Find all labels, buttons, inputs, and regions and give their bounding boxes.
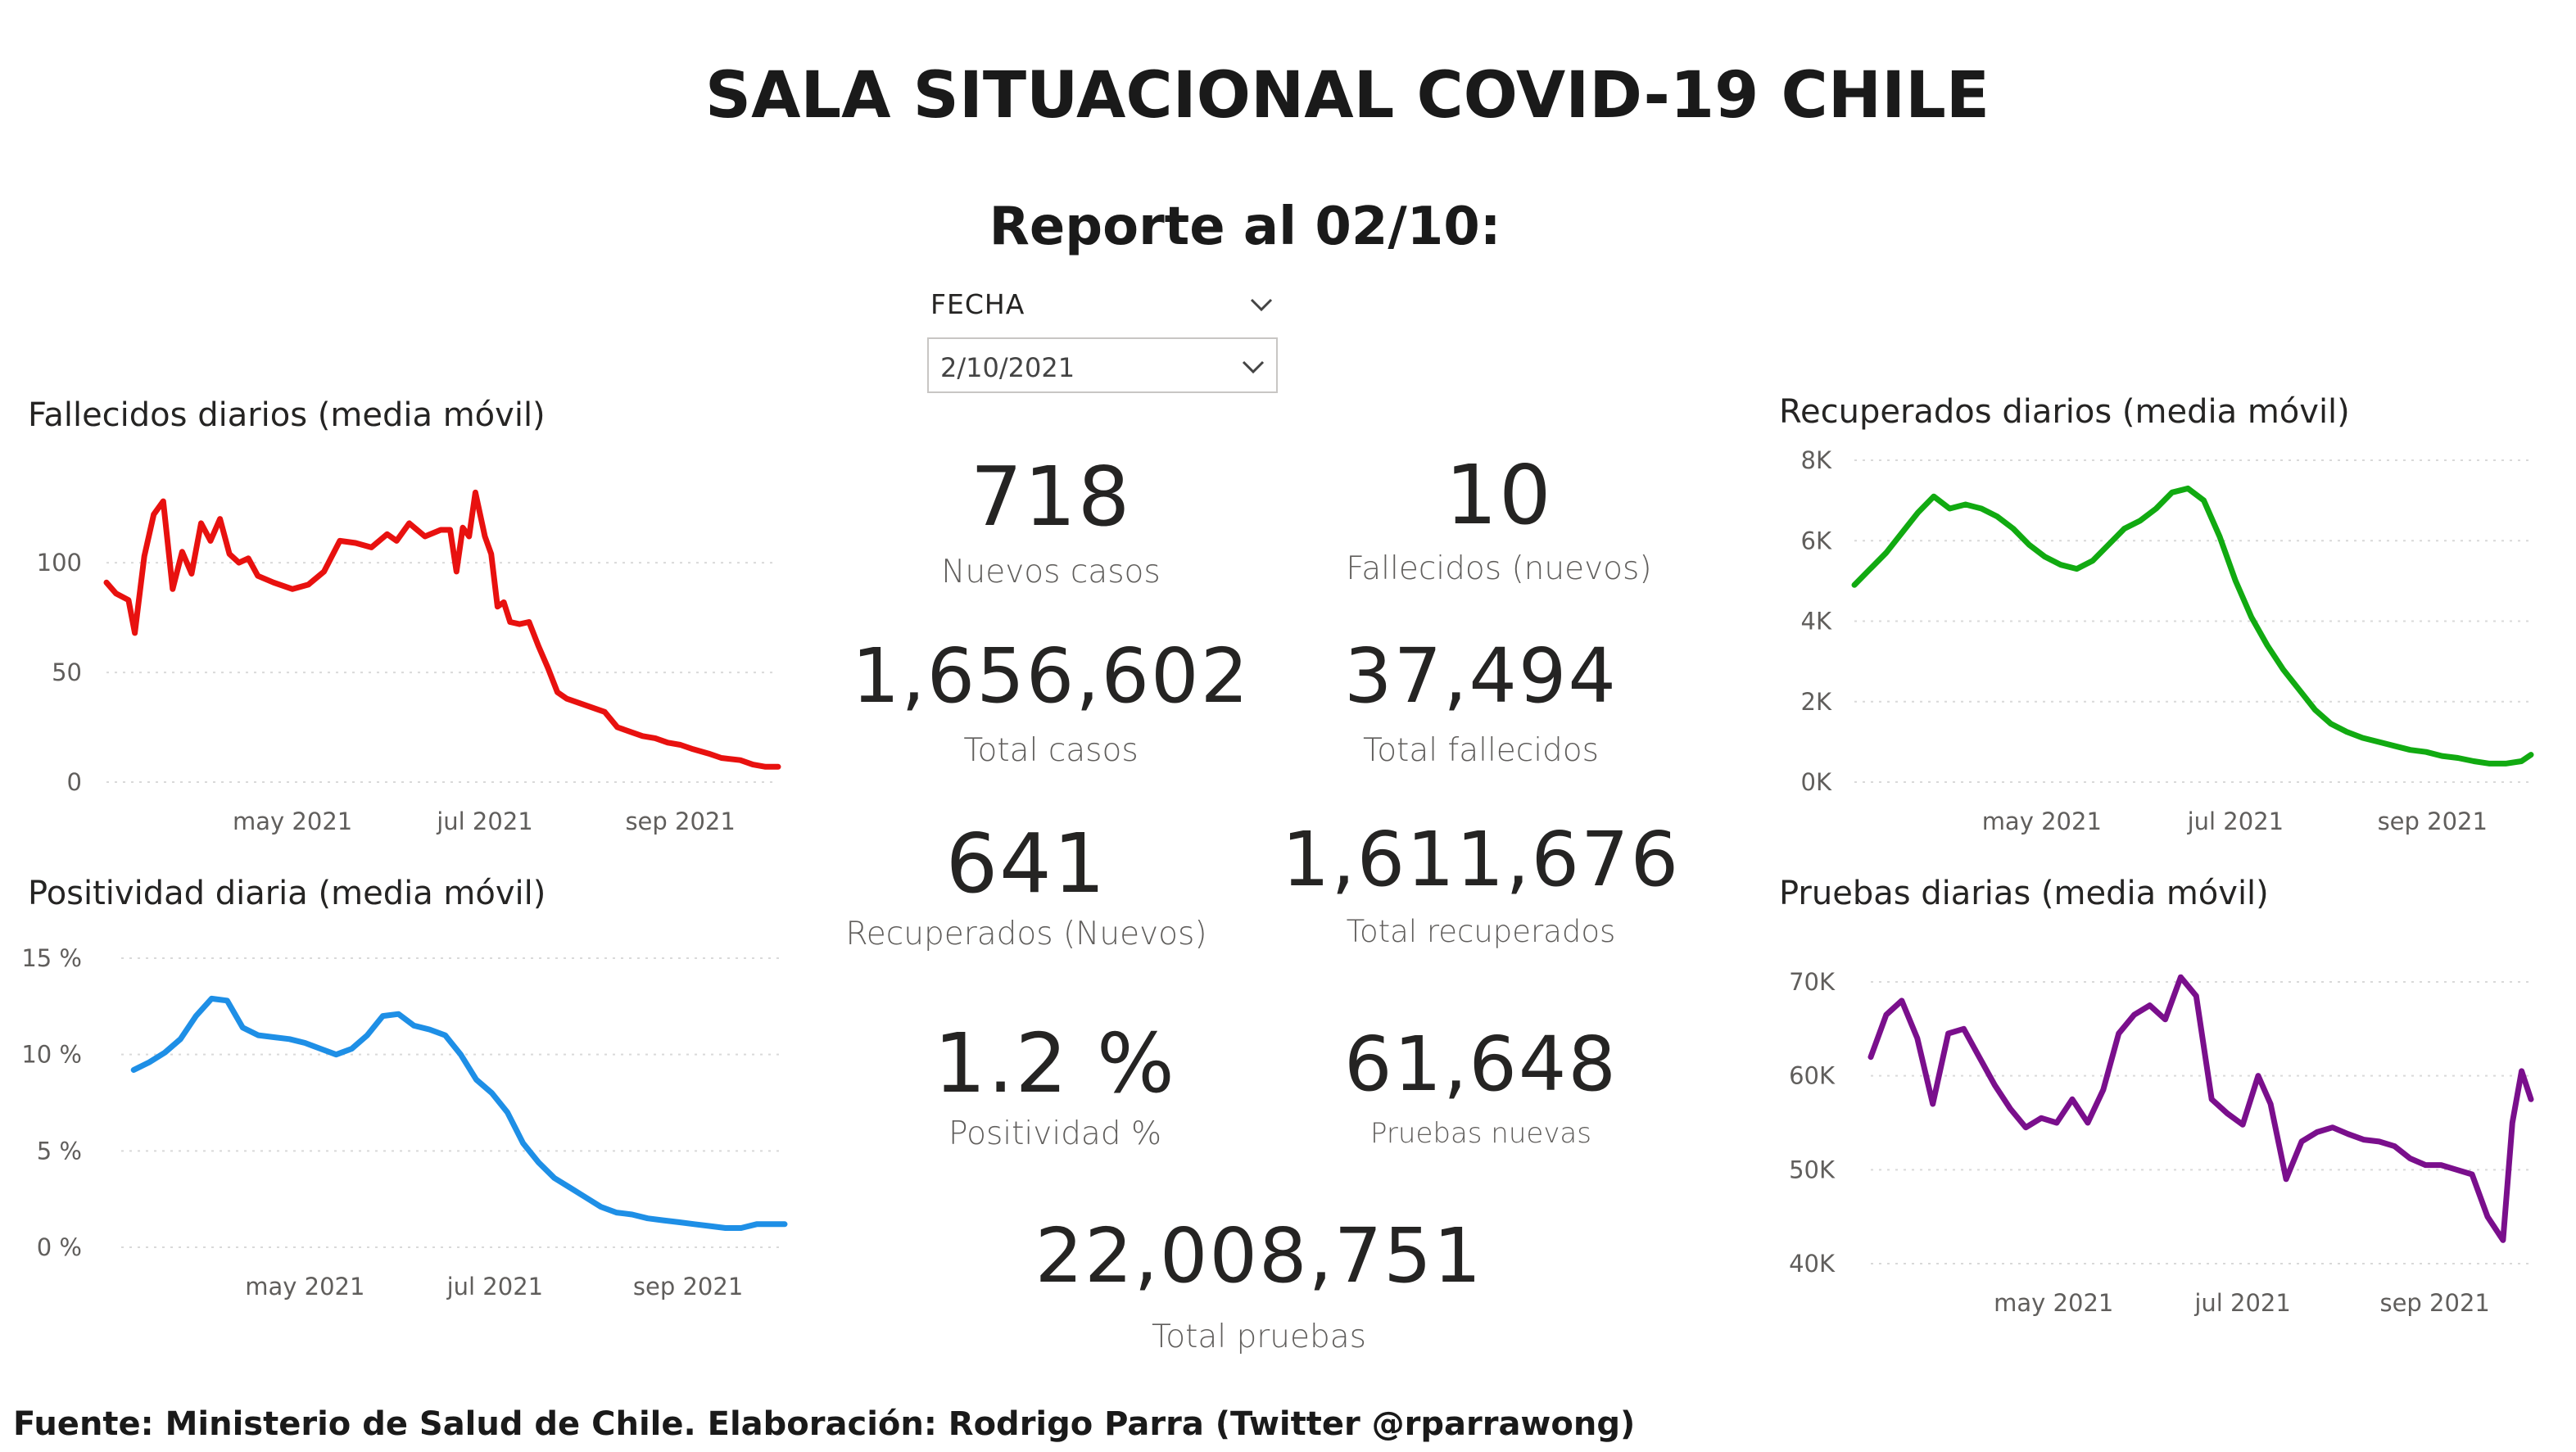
y-tick-label: 10 % xyxy=(21,1041,82,1069)
chevron-down-icon[interactable] xyxy=(1245,288,1278,321)
y-tick-label: 50K xyxy=(1789,1156,1836,1183)
y-tick-label: 2K xyxy=(1801,688,1832,716)
kpi-total-recovered-value: 1,611,676 xyxy=(1281,816,1681,903)
chart-deaths-title: Fallecidos diarios (media móvil) xyxy=(28,396,546,434)
series-line xyxy=(1867,974,2534,1243)
y-tick-label: 15 % xyxy=(21,944,82,972)
x-tick-label: may 2021 xyxy=(233,807,352,835)
x-tick-label: sep 2021 xyxy=(2378,807,2488,835)
x-tick-label: may 2021 xyxy=(1982,807,2102,835)
y-tick-label: 60K xyxy=(1789,1062,1836,1090)
chevron-down-icon xyxy=(1242,360,1265,374)
kpi-new-recovered-label: Recuperados (Nuevos) xyxy=(845,916,1207,952)
kpi-total-recovered-label: Total recuperados xyxy=(1346,914,1616,949)
source-footer: Fuente: Ministerio de Salud de Chile. El… xyxy=(13,1405,1636,1443)
chart-positivity-title: Positividad diaria (media móvil) xyxy=(28,875,546,912)
date-dropdown-value: 2/10/2021 xyxy=(940,352,1075,383)
dashboard-title: SALA SITUACIONAL COVID-19 CHILE xyxy=(704,59,1990,133)
y-tick-label: 8K xyxy=(1801,446,1832,474)
y-tick-label: 4K xyxy=(1801,608,1832,636)
x-tick-label: sep 2021 xyxy=(2379,1289,2489,1317)
chart-tests-title: Pruebas diarias (media móvil) xyxy=(1779,875,2269,912)
kpi-total-deaths-label: Total fallecidos xyxy=(1363,732,1599,769)
y-tick-label: 5 % xyxy=(37,1137,82,1165)
kpi-new-tests-value: 61,648 xyxy=(1344,1020,1618,1108)
report-date-heading: Reporte al 02/10: xyxy=(989,197,1501,257)
kpi-total-tests-label: Total pruebas xyxy=(1152,1319,1366,1355)
series-line xyxy=(130,995,788,1231)
x-tick-label: jul 2021 xyxy=(436,807,533,835)
chart-recovered-title: Recuperados diarios (media móvil) xyxy=(1779,393,2350,431)
kpi-new-cases-value: 718 xyxy=(970,449,1132,545)
series-line xyxy=(103,489,781,770)
series-line xyxy=(1851,485,2534,767)
y-tick-label: 40K xyxy=(1789,1250,1836,1278)
x-tick-label: may 2021 xyxy=(1994,1289,2113,1317)
y-tick-label: 70K xyxy=(1789,968,1836,996)
kpi-total-cases-value: 1,656,602 xyxy=(851,632,1251,720)
y-tick-label: 0 % xyxy=(37,1233,82,1261)
kpi-total-cases-label: Total casos xyxy=(963,732,1139,769)
date-dropdown[interactable]: 2/10/2021 xyxy=(927,337,1278,393)
y-tick-label: 50 xyxy=(52,658,82,686)
y-tick-label: 0 xyxy=(67,768,82,796)
kpi-new-tests-label: Pruebas nuevas xyxy=(1370,1117,1591,1150)
kpi-new-deaths-label: Fallecidos (nuevos) xyxy=(1346,550,1652,587)
x-tick-label: sep 2021 xyxy=(625,807,735,835)
y-tick-label: 6K xyxy=(1801,527,1832,554)
y-tick-label: 0K xyxy=(1801,768,1832,796)
x-tick-label: sep 2021 xyxy=(633,1273,743,1300)
kpi-new-deaths-value: 10 xyxy=(1445,447,1553,543)
kpi-new-cases-label: Nuevos casos xyxy=(941,554,1161,590)
x-tick-label: jul 2021 xyxy=(2187,807,2284,835)
date-filter-label: FECHA xyxy=(930,288,1025,320)
kpi-new-recovered-value: 641 xyxy=(945,816,1107,911)
kpi-total-tests-value: 22,008,751 xyxy=(1034,1212,1483,1300)
kpi-total-deaths-value: 37,494 xyxy=(1344,632,1618,720)
kpi-positivity-label: Positividad % xyxy=(948,1115,1162,1152)
x-tick-label: jul 2021 xyxy=(446,1273,544,1300)
x-tick-label: jul 2021 xyxy=(2193,1289,2291,1317)
y-tick-label: 100 xyxy=(37,549,82,577)
kpi-positivity-value: 1.2 % xyxy=(934,1015,1176,1111)
x-tick-label: may 2021 xyxy=(245,1273,364,1300)
